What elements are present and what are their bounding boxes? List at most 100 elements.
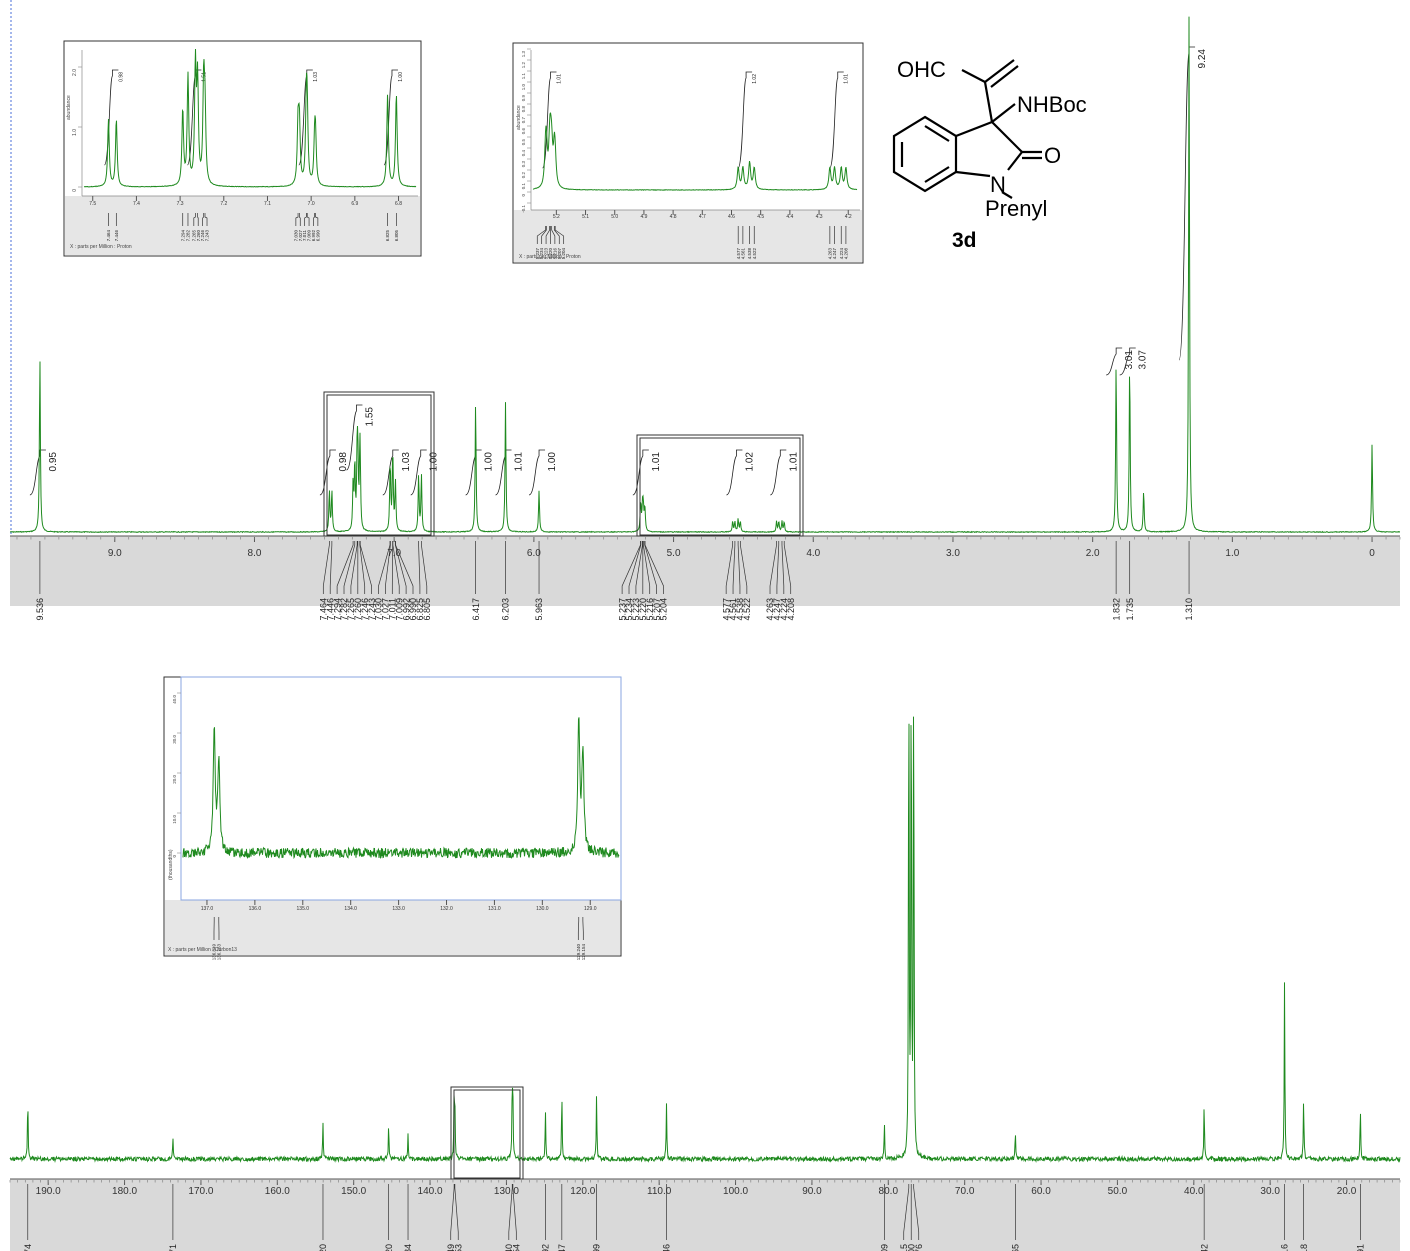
y-tick-label: 20.0 bbox=[172, 775, 177, 784]
c3-c2-bond bbox=[991, 121, 1023, 153]
aromatic-inset-ticks: 7.5 7.4 7.3 7.2 7.1 7.0 6.9 6.8 bbox=[89, 196, 402, 207]
y-tick-label: 0.5 bbox=[521, 139, 526, 146]
integral-label: 1.03 bbox=[401, 452, 412, 472]
integral-label: 1.01 bbox=[844, 74, 850, 84]
integral-curve bbox=[829, 71, 844, 169]
peak-label-leader bbox=[644, 541, 664, 594]
carbon-inset-axis-band bbox=[165, 900, 620, 955]
peak-label: 4.522 bbox=[742, 598, 752, 621]
peak-label-leader bbox=[306, 213, 310, 226]
peak-label: 7.282 bbox=[186, 230, 191, 242]
integral-label: 3.01 bbox=[1124, 350, 1135, 370]
peak-label: 136.753 bbox=[453, 1244, 463, 1251]
peak-label: 28.116 bbox=[1280, 1244, 1290, 1251]
x-tick-label: 170.0 bbox=[188, 1186, 213, 1197]
x-tick-label: 129.0 bbox=[584, 906, 597, 912]
proton-spectrum-panel: 9.0 8.0 7.0 6.0 5.0 4.0 3.0 2.0 1.0 0 9.536 7.4647… bbox=[9, 0, 1401, 621]
peak-label-leader bbox=[343, 541, 356, 594]
carbon-inset: 137.0 136.0 135.0 134.0 133.0 132.0 131.0 130.0… bbox=[163, 676, 622, 961]
olefinic-inset: 5.2 5.1 5.0 4.9 4.8 4.7 4.6 4.5 4.4 4.3 4.2 -0.1 0 0… bbox=[512, 42, 864, 264]
peak-label-leader bbox=[541, 226, 547, 244]
peak-label: 154.020 bbox=[318, 1244, 328, 1251]
peak-label-leader bbox=[315, 213, 319, 226]
olefinic-zoom-box-outer bbox=[636, 434, 804, 537]
peak-label: 7.464 bbox=[106, 230, 111, 242]
peak-label-leader bbox=[551, 226, 556, 244]
y-tick-label: 0.7 bbox=[521, 117, 526, 124]
x-tick-label: 7.4 bbox=[133, 201, 140, 207]
carbon-zoom-box-inner bbox=[453, 1089, 521, 1179]
integral-label: 1.01 bbox=[514, 452, 525, 472]
x-tick-label: 190.0 bbox=[36, 1186, 61, 1197]
x-tick-label: 60.0 bbox=[1031, 1186, 1051, 1197]
integral-label: 3.07 bbox=[1138, 350, 1149, 370]
peak-label: 7.294 bbox=[332, 598, 342, 621]
aromatic-zoom-box-outer bbox=[323, 391, 435, 537]
integral-curve bbox=[29, 449, 46, 496]
x-tick-label: 180.0 bbox=[112, 1186, 137, 1197]
olefinic-inset-peak-labels: 5.237 5.234 5.223 5.220 5.216 5.207 5.204 4.577… bbox=[535, 226, 848, 260]
peak-label: 6.417 bbox=[471, 598, 481, 621]
x-tick-label: 150.0 bbox=[341, 1186, 366, 1197]
integral-curve bbox=[382, 449, 399, 496]
peak-label: 7.243 bbox=[367, 598, 377, 621]
peak-label-leader bbox=[378, 541, 391, 594]
integral-label: 1.02 bbox=[744, 452, 755, 472]
peak-label: 7.246 bbox=[360, 598, 370, 621]
integral-label: 1.01 bbox=[788, 452, 799, 472]
peak-label: 4.247 bbox=[772, 598, 782, 621]
peak-label-leader bbox=[450, 1184, 455, 1240]
peak-label: 145.420 bbox=[384, 1244, 394, 1251]
x-tick-label: 120.0 bbox=[570, 1186, 595, 1197]
y-tick-label: 0.6 bbox=[521, 128, 526, 135]
peak-label: 6.992 bbox=[311, 230, 316, 242]
peak-label: 5.204 bbox=[659, 598, 669, 621]
mol-oxygen-label: O bbox=[1044, 143, 1061, 168]
peak-label: 6.825 bbox=[415, 598, 425, 621]
integral-label: 0.95 bbox=[48, 452, 59, 472]
mol-nitrogen-label: N bbox=[990, 172, 1006, 197]
peak-label: 4.247 bbox=[832, 248, 837, 260]
mol-ohc-label: OHC bbox=[897, 57, 946, 82]
x-tick-label: 3.0 bbox=[946, 548, 960, 559]
y-tick-label: 1.0 bbox=[521, 84, 526, 91]
aromatic-inset-yticks: 0 1.0 2.0 bbox=[72, 66, 82, 192]
peak-label: 5.220 bbox=[548, 248, 553, 260]
vinyl-double-bond-a bbox=[984, 59, 1015, 83]
x-tick-label: 133.0 bbox=[392, 906, 405, 912]
peak-label: 7.011 bbox=[302, 230, 307, 241]
peak-label-leader bbox=[304, 213, 307, 226]
integral-label: 1.00 bbox=[398, 72, 404, 82]
x-tick-label: 8.0 bbox=[248, 548, 262, 559]
peak-label: 124.892 bbox=[541, 1244, 551, 1251]
peak-label: 129.240 bbox=[576, 944, 581, 961]
y-tick-label: 0.3 bbox=[521, 161, 526, 168]
peak-label: 7.294 bbox=[180, 230, 185, 242]
peak-label: 7.009 bbox=[394, 598, 404, 621]
peak-label: 7.030 bbox=[374, 598, 384, 621]
integral-label: 1.00 bbox=[547, 452, 558, 472]
carbon-inset-yticks: 0 10.0 20.0 30.0 40.0 bbox=[172, 692, 181, 858]
integral-curve bbox=[632, 449, 649, 496]
integral-curve bbox=[726, 449, 743, 496]
integral-label: 1.02 bbox=[752, 74, 758, 84]
olefinic-inset-xlabel: X : parts per Million : Proton bbox=[519, 254, 581, 260]
compound-label: 3d bbox=[952, 229, 977, 252]
x-tick-label: 5.1 bbox=[582, 214, 589, 220]
peak-label: 7.246 bbox=[200, 230, 205, 242]
y-tick-label: 30.0 bbox=[172, 735, 177, 744]
peak-label-leader bbox=[295, 213, 299, 226]
x-tick-label: 90.0 bbox=[802, 1186, 822, 1197]
aromatic-inset-xlabel: X : parts per Million : Proton bbox=[70, 244, 132, 250]
peak-label: 4.561 bbox=[728, 598, 738, 621]
benzene-double-bond-3 bbox=[924, 166, 950, 183]
peak-label-leader bbox=[421, 541, 428, 594]
peak-label-leader bbox=[512, 1184, 517, 1240]
mol-prenyl-label: Prenyl bbox=[985, 196, 1047, 221]
x-tick-label: 5.2 bbox=[553, 214, 560, 220]
x-tick-label: 4.0 bbox=[806, 548, 820, 559]
carbon-zoom-box-outer bbox=[450, 1086, 524, 1180]
peak-label: 4.224 bbox=[779, 598, 789, 621]
y-tick-label: 0.8 bbox=[521, 106, 526, 113]
proton-peak-labels: 9.536 7.4647.4467.2947.2827.2657.2607.246… bbox=[35, 541, 1194, 621]
